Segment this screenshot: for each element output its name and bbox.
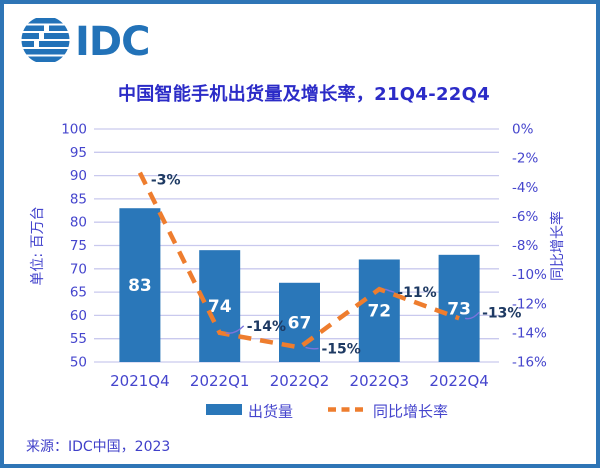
right-axis-tick-label: -4% xyxy=(512,180,538,196)
bar-value-label: 72 xyxy=(367,302,391,322)
label-leader-line xyxy=(464,311,480,320)
x-axis-tick-label: 2022Q2 xyxy=(270,372,330,390)
bar-2022Q3 xyxy=(358,259,400,362)
right-axis-tick-label: -8% xyxy=(512,238,538,254)
left-axis-title: 单位: 百万台 xyxy=(30,206,46,285)
bar-2022Q1 xyxy=(199,250,241,362)
bar-value-label: 73 xyxy=(447,299,471,319)
legend-bar-swatch xyxy=(206,404,242,415)
left-axis-tick-label: 100 xyxy=(61,122,87,138)
globe-icon xyxy=(21,18,70,62)
left-axis-tick-label: 90 xyxy=(70,168,87,184)
chart-canvas: 单位: 百万台 同比增长率 出货量 同比增长率 100 95 90 85 80 75 70 6… xyxy=(30,122,566,421)
x-axis-tick-label: 2022Q4 xyxy=(429,372,489,390)
legend-bar-label: 出货量 xyxy=(248,403,293,421)
left-axis-tick-label: 80 xyxy=(70,215,87,231)
right-axis-tick-label: -16% xyxy=(512,355,547,371)
right-axis-tick-label: 0% xyxy=(512,122,534,138)
legend-line-label: 同比增长率 xyxy=(373,403,448,421)
bar-value-label: 74 xyxy=(208,297,232,317)
logo-wordmark: IDC xyxy=(75,19,149,65)
label-leader-line xyxy=(305,346,319,350)
bar-value-label: 83 xyxy=(128,276,152,296)
growth-value-label: -11% xyxy=(397,285,436,301)
x-axis-tick-label: 2022Q1 xyxy=(190,372,250,390)
right-axis-title: 同比增长率 xyxy=(549,211,566,281)
left-axis-tick-label: 85 xyxy=(70,191,87,207)
left-axis-tick-label: 75 xyxy=(70,238,87,254)
label-leader-line xyxy=(225,325,245,334)
bar-2022Q4 xyxy=(438,254,480,362)
chart-title: 中国智能手机出货量及增长率，21Q4-22Q4 xyxy=(117,84,491,105)
bar-2021Q4 xyxy=(119,208,161,362)
growth-value-label: -3% xyxy=(151,173,181,189)
growth-value-label: -13% xyxy=(482,305,521,321)
right-axis-tick-label: -10% xyxy=(512,267,547,283)
left-axis-tick-label: 55 xyxy=(70,331,87,347)
label-leader-line xyxy=(385,288,395,293)
idc-logo: IDC xyxy=(21,18,150,65)
right-axis-tick-label: -14% xyxy=(512,325,547,341)
right-axis-tick-label: -2% xyxy=(512,151,538,167)
left-axis-tick-label: 60 xyxy=(70,308,87,324)
left-axis-tick-label: 95 xyxy=(70,145,87,161)
left-axis-tick-label: 70 xyxy=(70,261,87,277)
right-axis-tick-label: -12% xyxy=(512,296,547,312)
right-axis-tick-label: -6% xyxy=(512,209,538,225)
bar-value-label: 67 xyxy=(288,313,312,333)
left-axis-tick-label: 50 xyxy=(70,355,87,371)
left-axis-tick-label: 65 xyxy=(70,285,87,301)
growth-value-label: -15% xyxy=(322,341,361,357)
growth-line xyxy=(137,171,460,350)
source-note: 来源：IDC中国，2023 xyxy=(26,439,171,455)
x-axis-tick-label: 2021Q4 xyxy=(110,372,170,390)
growth-value-label: -14% xyxy=(247,319,286,335)
x-axis-tick-label: 2022Q3 xyxy=(350,372,410,390)
legend: 出货量 同比增长率 xyxy=(206,403,448,421)
